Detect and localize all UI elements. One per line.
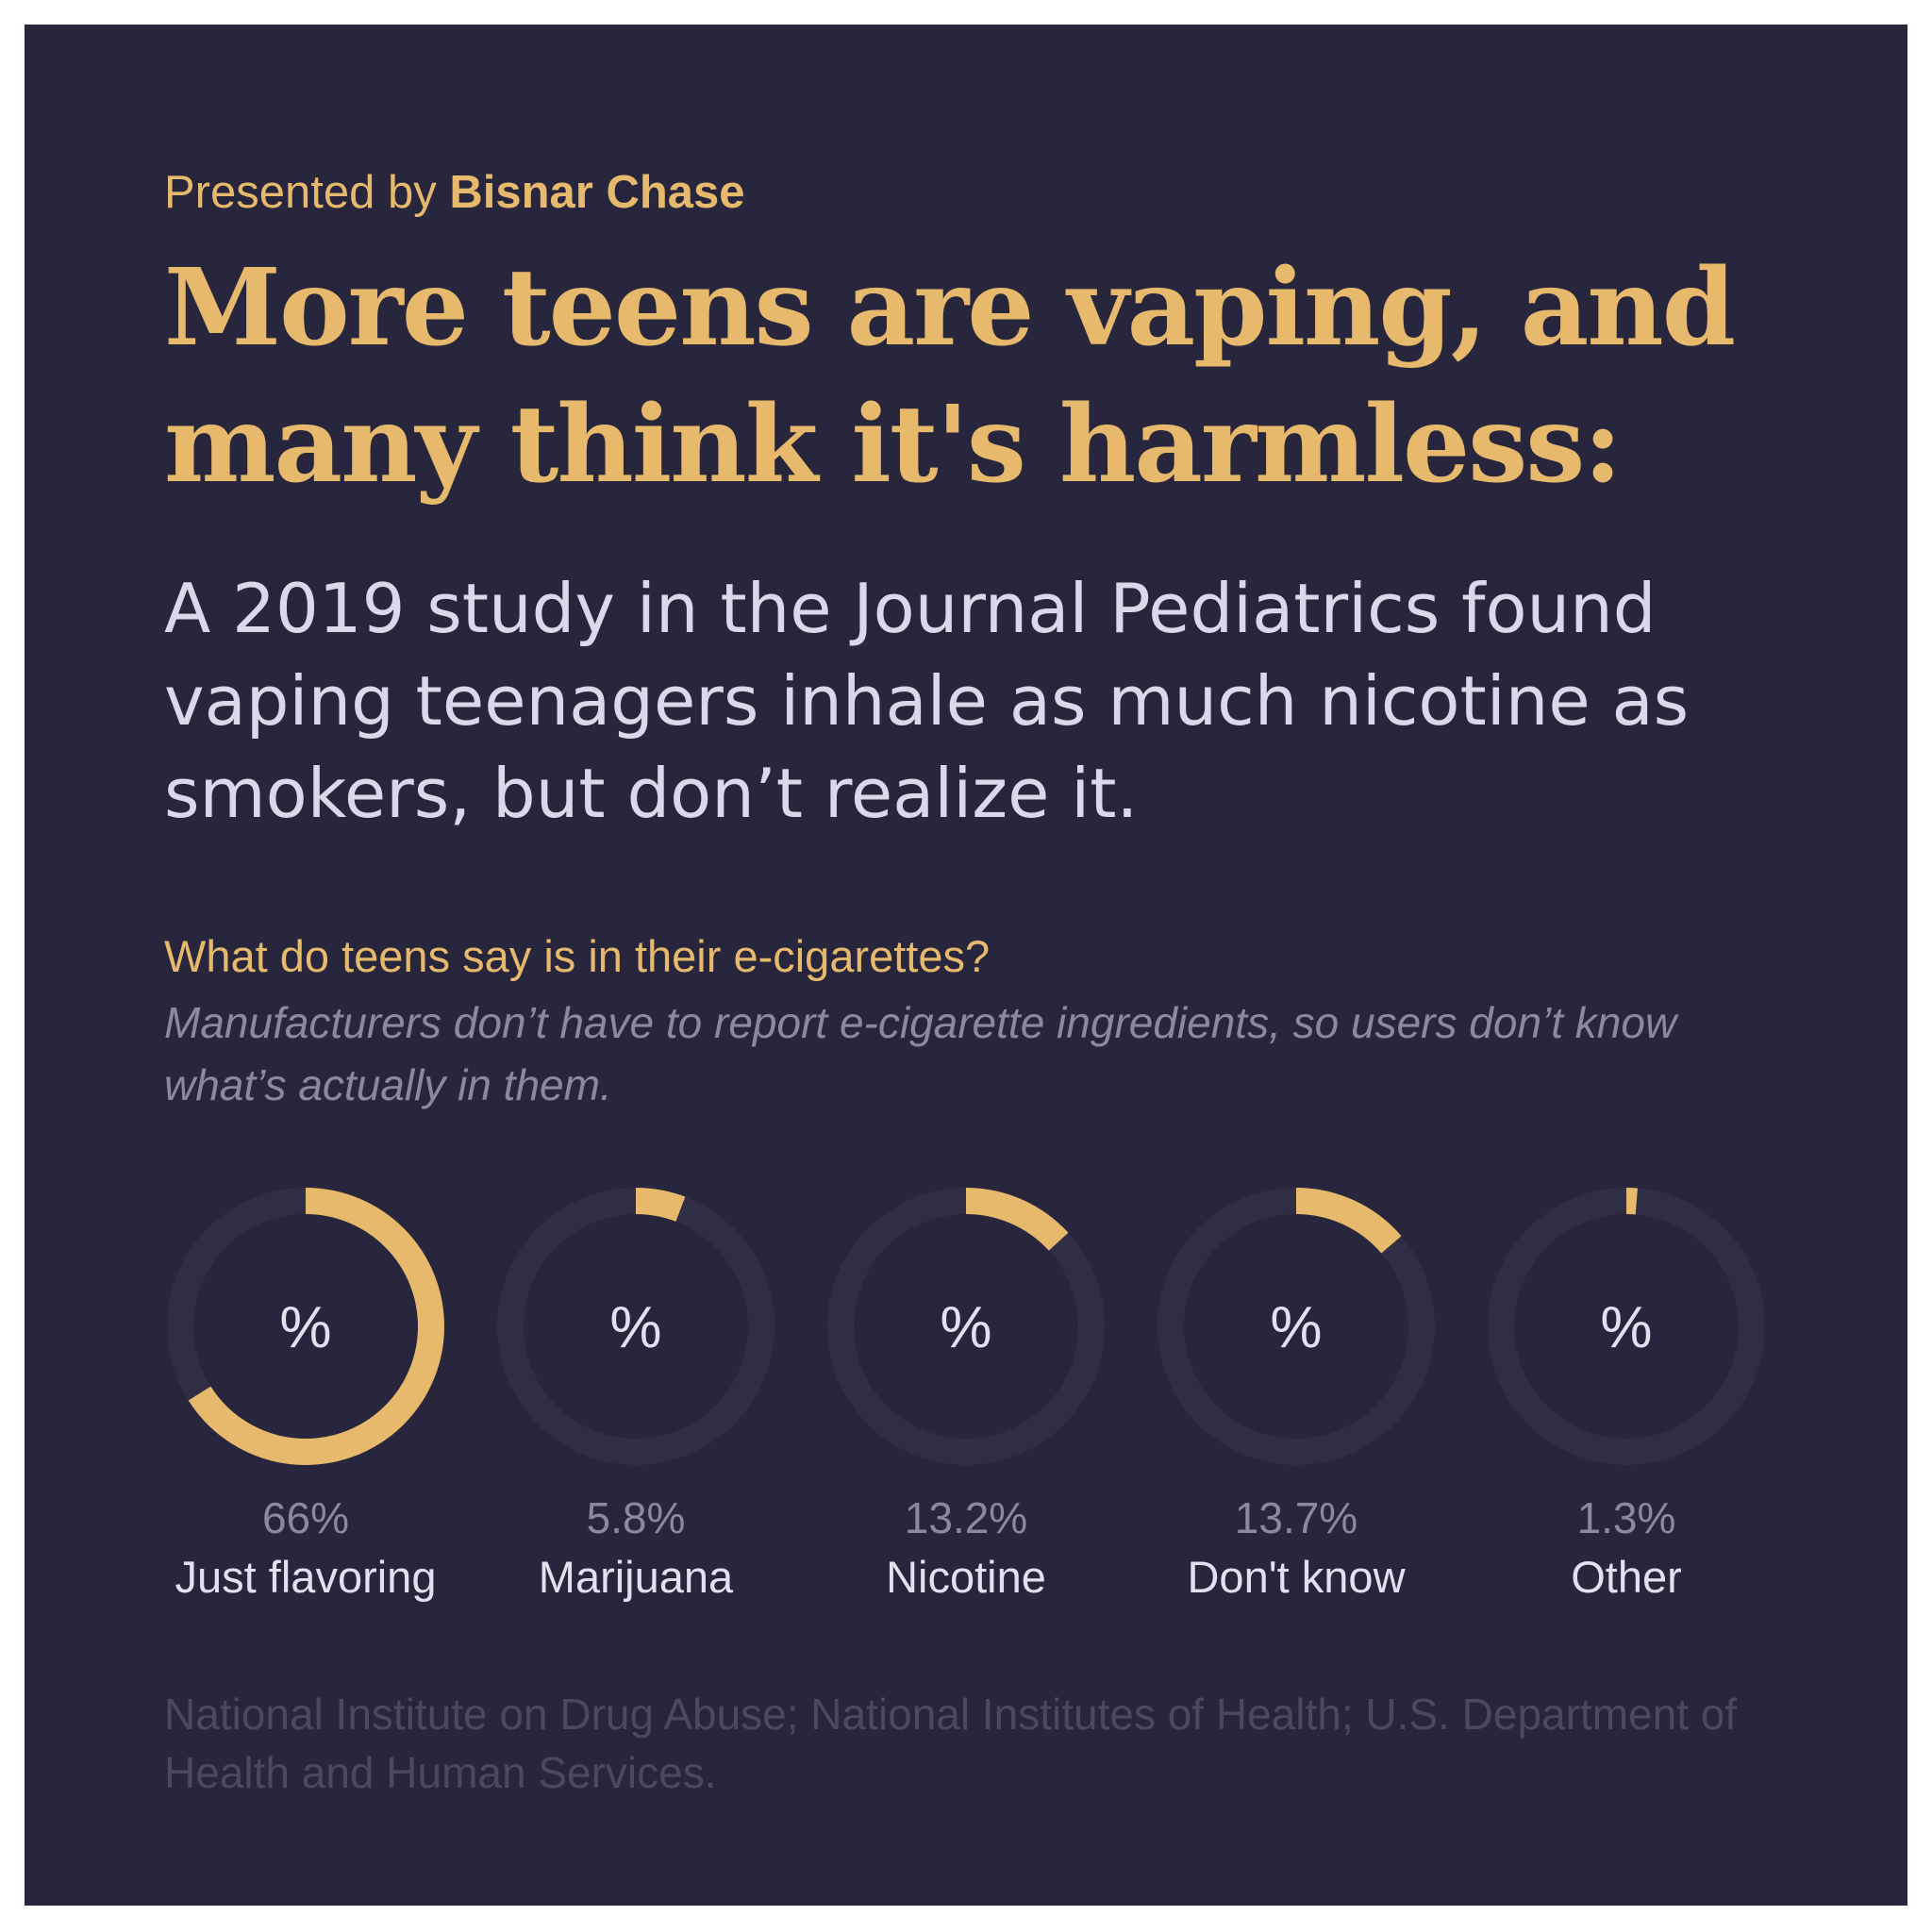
infographic-panel: Presented by Bisnar Chase More teens are… bbox=[25, 25, 1907, 1906]
chart-note: Manufacturers don’t have to report e-cig… bbox=[164, 991, 1824, 1116]
source-line-1: National Institute on Drug Abuse; Nation… bbox=[164, 1690, 1738, 1739]
brand-name: Bisnar Chase bbox=[449, 167, 745, 218]
presented-by: Presented by Bisnar Chase bbox=[164, 166, 745, 219]
value-label: 1.3% bbox=[1576, 1493, 1676, 1542]
lede-line-3: smokers, but don’t realize it. bbox=[164, 754, 1139, 833]
ring-center-symbol: % bbox=[609, 1295, 661, 1360]
headline: More teens are vaping, and many think it… bbox=[164, 240, 1824, 513]
ring-arc bbox=[1488, 1188, 1765, 1465]
ring-center-symbol: % bbox=[1600, 1295, 1652, 1360]
headline-line-2: many think it's harmless: bbox=[164, 383, 1623, 507]
value-label: 13.2% bbox=[904, 1493, 1028, 1542]
donut-chart: %%%%% bbox=[167, 1188, 1765, 1465]
category-label: Other bbox=[1571, 1552, 1682, 1602]
ring-arc bbox=[167, 1188, 444, 1465]
value-label: 13.7% bbox=[1234, 1493, 1358, 1542]
ring-arc bbox=[827, 1188, 1105, 1465]
ring-center-symbol: % bbox=[1270, 1295, 1322, 1360]
category-label: Marijuana bbox=[538, 1552, 734, 1602]
headline-line-1: More teens are vaping, and bbox=[164, 246, 1736, 370]
note-line-2: what’s actually in them. bbox=[164, 1060, 612, 1109]
value-label: 5.8% bbox=[586, 1493, 686, 1542]
category-label: Nicotine bbox=[886, 1552, 1046, 1602]
ring-center-symbol: % bbox=[940, 1295, 991, 1360]
category-label: Just flavoring bbox=[175, 1552, 437, 1602]
source-line-2: Health and Human Services. bbox=[164, 1748, 717, 1797]
ring-arc bbox=[497, 1188, 774, 1465]
lede-paragraph: A 2019 study in the Journal Pediatrics f… bbox=[164, 562, 1824, 840]
note-line-1: Manufacturers don’t have to report e-cig… bbox=[164, 998, 1677, 1047]
ring-center-symbol: % bbox=[279, 1295, 331, 1360]
presented-by-prefix: Presented by bbox=[164, 167, 437, 218]
lede-line-2: vaping teenagers inhale as much nicotine… bbox=[164, 661, 1690, 741]
category-label: Don't know bbox=[1187, 1552, 1406, 1602]
lede-line-1: A 2019 study in the Journal Pediatrics f… bbox=[164, 569, 1657, 648]
chart-question: What do teens say is in their e-cigarett… bbox=[164, 931, 991, 981]
source-citation: National Institute on Drug Abuse; Nation… bbox=[164, 1685, 1843, 1802]
ring-arc bbox=[1158, 1188, 1435, 1465]
value-label: 66% bbox=[261, 1493, 350, 1542]
